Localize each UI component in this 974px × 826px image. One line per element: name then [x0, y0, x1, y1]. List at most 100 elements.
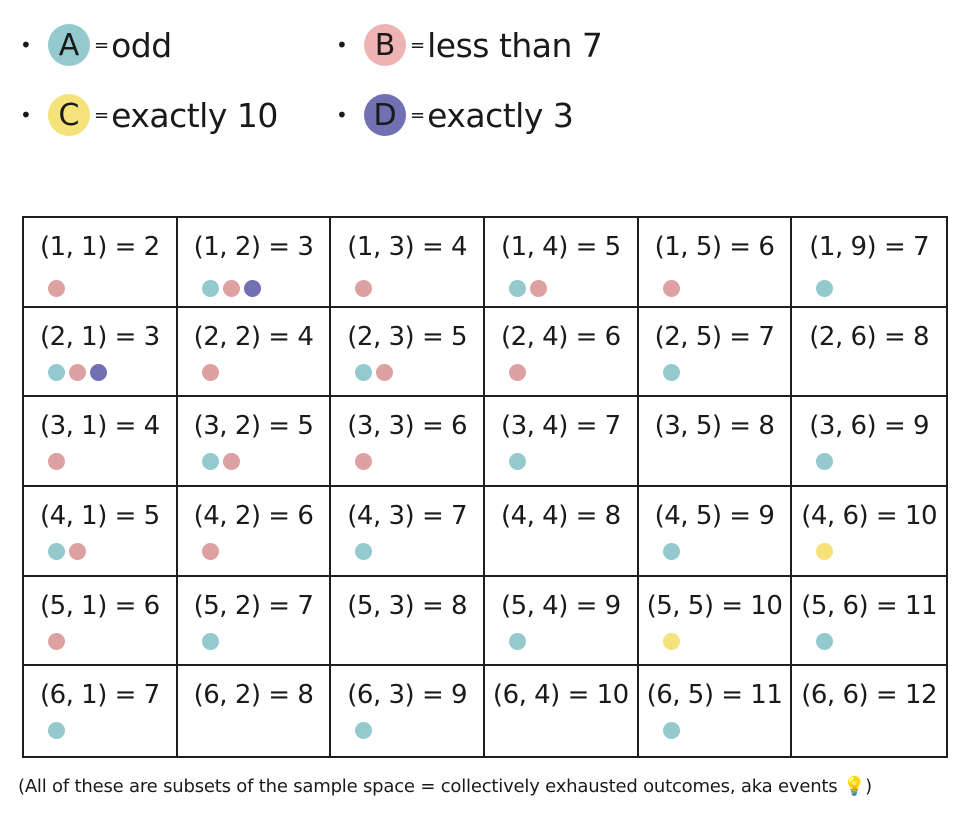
- cell-label: (4, 4) = 8: [500, 500, 621, 531]
- bullet: •: [336, 103, 348, 127]
- grid-cell: (5, 1) = 6: [24, 576, 178, 667]
- grid-cell: (1, 3) = 4: [331, 218, 485, 308]
- event-a-marker: [201, 453, 219, 471]
- grid-cell: (1, 1) = 2: [24, 218, 178, 308]
- event-markers: [201, 280, 261, 297]
- cell-label: (6, 1) = 7: [39, 680, 160, 711]
- legend-text-d: exactly 3: [427, 95, 574, 135]
- event-b-marker: [69, 542, 86, 560]
- grid-cell: (3, 1) = 4: [24, 397, 178, 487]
- event-a-marker: [48, 363, 65, 381]
- cell-label: (2, 6) = 8: [809, 321, 930, 352]
- event-markers: [355, 280, 373, 297]
- event-a-marker: [201, 632, 219, 650]
- grid-cell: (2, 5) = 7: [638, 307, 793, 398]
- event-markers: [509, 363, 526, 381]
- grid-cell: (1, 2) = 3: [177, 218, 332, 308]
- grid-cell: (4, 6) = 10: [792, 487, 946, 577]
- grid-cell: (2, 3) = 5: [331, 307, 485, 398]
- grid-cell: (4, 1) = 5: [24, 486, 178, 577]
- cell-label: (1, 1) = 2: [39, 232, 160, 262]
- cell-label: (2, 4) = 6: [500, 321, 621, 352]
- event-a-marker: [662, 542, 680, 560]
- legend-text-c: exactly 10: [111, 95, 278, 135]
- legend-letter-c: C: [58, 97, 80, 133]
- event-b-marker: [662, 280, 680, 297]
- grid-cell: (4, 4) = 8: [485, 486, 639, 577]
- event-b-marker: [509, 363, 526, 381]
- event-markers: [662, 542, 680, 560]
- event-c-marker: [816, 542, 834, 560]
- grid-cell: (1, 4) = 5: [485, 218, 639, 308]
- event-markers: [816, 280, 834, 297]
- grid-cell: (6, 4) = 10: [485, 666, 639, 756]
- event-b-marker: [376, 363, 394, 381]
- legend-equals: =: [410, 34, 426, 56]
- event-markers: [355, 542, 373, 560]
- legend-letter-a: A: [58, 27, 80, 63]
- legend-badge-c: C: [48, 94, 90, 136]
- cell-label: (1, 2) = 3: [193, 232, 314, 262]
- cell-label: (4, 1) = 5: [39, 500, 160, 531]
- event-markers: [816, 632, 834, 650]
- grid-cell: (3, 5) = 8: [638, 397, 793, 487]
- event-a-marker: [48, 722, 65, 740]
- cell-label: (6, 6) = 12: [801, 680, 938, 711]
- event-markers: [48, 722, 65, 740]
- event-markers: [816, 453, 834, 471]
- legend-text-a: odd: [111, 25, 172, 65]
- legend-badge-d: D: [364, 94, 406, 136]
- legend-text-b: less than 7: [427, 25, 603, 65]
- event-b-marker: [222, 453, 240, 471]
- event-a-marker: [355, 363, 373, 381]
- event-a-marker: [509, 632, 526, 650]
- event-a-marker: [201, 280, 219, 297]
- legend-equals: =: [94, 104, 110, 126]
- cell-label: (6, 4) = 10: [492, 680, 629, 711]
- grid-cell: (6, 2) = 8: [178, 666, 332, 756]
- legend-badge-b: B: [364, 24, 406, 66]
- event-markers: [48, 453, 65, 471]
- cell-label: (3, 6) = 9: [809, 411, 930, 442]
- cell-label: (4, 3) = 7: [347, 500, 468, 531]
- legend-item-c: • C = exactly 10: [20, 92, 278, 138]
- grid-cell: (2, 6) = 8: [792, 308, 946, 398]
- legend-equals: =: [94, 34, 110, 56]
- event-markers: [662, 280, 680, 297]
- event-markers: [662, 722, 680, 740]
- event-markers: [48, 280, 65, 297]
- cell-label: (3, 4) = 7: [500, 411, 621, 442]
- grid-cell: (5, 4) = 9: [485, 576, 639, 667]
- grid-cell: (3, 6) = 9: [792, 397, 946, 487]
- cell-label: (1, 5) = 6: [654, 232, 775, 262]
- cell-label: (5, 5) = 10: [646, 590, 783, 621]
- event-a-marker: [816, 453, 834, 471]
- event-markers: [662, 363, 680, 381]
- grid-cell: (3, 3) = 6: [331, 397, 485, 487]
- event-a-marker: [662, 722, 680, 740]
- grid-cell: (6, 6) = 12: [792, 666, 946, 756]
- cell-label: (3, 3) = 6: [347, 411, 468, 442]
- cell-label: (2, 3) = 5: [347, 321, 468, 352]
- event-markers: [48, 632, 65, 650]
- event-a-marker: [816, 632, 834, 650]
- cell-label: (4, 5) = 9: [654, 500, 775, 531]
- event-c-marker: [662, 632, 680, 650]
- cell-label: (2, 2) = 4: [193, 321, 314, 352]
- event-markers: [201, 363, 219, 381]
- cell-label: (2, 5) = 7: [654, 321, 775, 352]
- event-a-marker: [48, 542, 65, 560]
- grid-cell: (2, 2) = 4: [177, 307, 332, 398]
- event-a-marker: [355, 542, 373, 560]
- grid-cell: (2, 1) = 3: [24, 307, 178, 398]
- event-d-marker: [90, 363, 107, 381]
- grid-cell: (3, 4) = 7: [485, 397, 639, 487]
- event-a-marker: [509, 280, 526, 297]
- grid-cell: (4, 5) = 9: [638, 486, 793, 577]
- event-markers: [509, 632, 526, 650]
- event-markers: [48, 542, 86, 560]
- event-markers: [355, 363, 394, 381]
- legend-letter-b: B: [374, 27, 396, 63]
- event-markers: [662, 632, 680, 650]
- cell-label: (3, 5) = 8: [654, 411, 775, 442]
